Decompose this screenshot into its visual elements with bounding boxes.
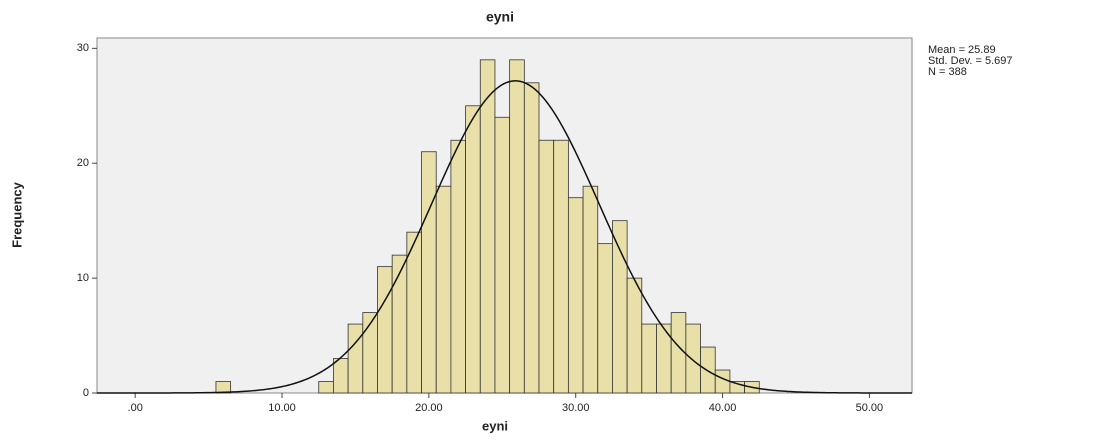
bar xyxy=(318,381,334,394)
stat-mean: Mean = 25.89 xyxy=(928,44,996,56)
x-tick-label: .00 xyxy=(128,402,143,414)
bar xyxy=(479,59,496,394)
bar xyxy=(538,139,555,394)
bar xyxy=(347,323,364,394)
bar xyxy=(377,266,393,394)
x-tick-label: 40.00 xyxy=(709,402,737,414)
bar xyxy=(612,220,628,394)
bar xyxy=(421,151,437,394)
y-tick-label: 0 xyxy=(83,387,89,399)
stat-n: N = 388 xyxy=(928,66,967,78)
x-axis-label: eyni xyxy=(482,418,508,433)
x-tick-label: 10.00 xyxy=(268,402,296,414)
bar xyxy=(714,369,731,394)
bar xyxy=(215,381,232,394)
bar xyxy=(523,82,540,394)
x-tick-label: 30.00 xyxy=(562,402,590,414)
bar xyxy=(597,243,613,394)
y-axis-label: Frequency xyxy=(9,181,24,248)
y-tick-label: 30 xyxy=(77,42,89,54)
bar xyxy=(509,59,525,394)
bar xyxy=(567,197,584,394)
bar xyxy=(333,358,349,394)
bar xyxy=(553,139,569,394)
bar xyxy=(641,323,657,394)
bar xyxy=(406,231,422,394)
bar xyxy=(465,105,481,394)
bar xyxy=(626,277,643,394)
bar xyxy=(670,312,687,394)
bar xyxy=(435,185,452,394)
x-tick-label: 50.00 xyxy=(856,402,884,414)
stat-std-dev: Std. Dev. = 5.697 xyxy=(928,55,1013,67)
bar xyxy=(494,116,511,394)
bar xyxy=(582,185,599,394)
chart-title: eyni xyxy=(486,9,514,25)
bar xyxy=(391,254,408,394)
normal-curve xyxy=(97,80,912,394)
y-tick-label: 20 xyxy=(77,157,89,169)
bar xyxy=(450,139,466,394)
y-tick-label: 10 xyxy=(77,272,89,284)
x-tick-label: 20.00 xyxy=(415,402,443,414)
bar xyxy=(685,323,701,394)
